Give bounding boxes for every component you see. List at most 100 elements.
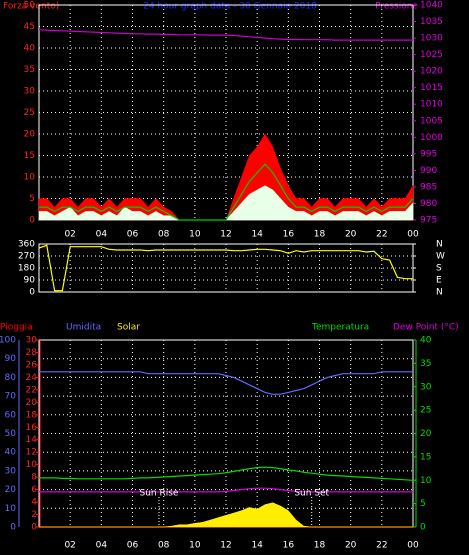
y2-tick-label: 1020	[420, 67, 443, 77]
y3-tick-label: 8	[31, 473, 37, 483]
y3-tick-label: 14	[26, 435, 38, 445]
y-tick-label: 30	[24, 87, 36, 97]
y2-tick-label: 1005	[420, 116, 443, 126]
y2-tick-label: N	[436, 288, 443, 298]
line	[39, 487, 413, 493]
x-tick-label: 12	[220, 541, 231, 551]
y-tick-label: 20	[5, 485, 17, 495]
y3-tick-label: 22	[26, 385, 37, 395]
y3-tick-label: 6	[31, 485, 37, 495]
area	[39, 502, 413, 528]
y-tick-label: 90	[24, 276, 36, 286]
y-tick-label: 15	[24, 151, 35, 161]
line	[38, 244, 413, 292]
y-axis-label: Forza vento)	[3, 2, 59, 12]
x-tick-label: 00	[407, 541, 419, 551]
y2-tick-label: W	[436, 252, 445, 262]
x-tick-label: 04	[96, 541, 108, 551]
y-tick-label: 5	[29, 194, 35, 204]
y-tick-label: 40	[24, 44, 36, 54]
y-tick-label: 10	[5, 504, 17, 514]
y-tick-label: 90	[5, 354, 17, 364]
y2-tick-label: 40	[420, 336, 432, 346]
y-tick-label: 100	[0, 336, 16, 346]
y3-tick-label: 12	[26, 448, 37, 458]
y2-tick-label: 985	[420, 182, 437, 192]
x-tick-label: 20	[345, 230, 357, 240]
x-tick-label: 14	[251, 230, 263, 240]
y3-tick-label: 16	[26, 423, 38, 433]
y-tick-label: 20	[24, 130, 36, 140]
y-tick-label: 35	[24, 65, 35, 75]
x-tick-label: 14	[251, 541, 263, 551]
y2-tick-label: 25	[420, 406, 431, 416]
line	[38, 29, 413, 41]
x-tick-label: 02	[64, 541, 75, 551]
y2-tick-label: 1040	[420, 1, 443, 11]
y2-tick-label: 1000	[420, 133, 443, 143]
y-tick-label: 70	[5, 392, 17, 402]
x-tick-label: 08	[158, 230, 170, 240]
y2-tick-label: 975	[420, 216, 437, 226]
y2-tick-label: 10	[420, 476, 432, 486]
y2-tick-label: E	[436, 276, 442, 286]
line	[39, 466, 414, 481]
x-tick-label: 02	[64, 230, 75, 240]
y3-tick-label: 30	[26, 336, 38, 346]
y2-tick-label: 30	[420, 382, 432, 392]
y3-tick-label: 24	[26, 373, 38, 383]
x-tick-label: 22	[376, 541, 387, 551]
y2-tick-label: 0	[420, 523, 426, 533]
y3-tick-label: 0	[31, 523, 37, 533]
y-tick-label: 80	[5, 373, 17, 383]
y2-axis-label: Pressione	[375, 2, 418, 12]
y-tick-label: 30	[5, 466, 17, 476]
x-tick-label: 22	[376, 230, 387, 240]
y2-tick-label: 1035	[420, 17, 443, 27]
y2-tick-label: N	[436, 240, 443, 250]
legend-entry: Umidita	[66, 323, 101, 333]
y2-tick-label: 1030	[420, 34, 443, 44]
y3-tick-label: 20	[26, 398, 38, 408]
y-tick-label: 270	[18, 252, 35, 262]
y-tick-label: 10	[24, 173, 36, 183]
y-tick-label: 50	[5, 429, 17, 439]
y-tick-label: 0	[10, 523, 16, 533]
area	[38, 185, 414, 221]
y-tick-label: 50	[24, 1, 36, 11]
y-tick-label: 0	[29, 288, 35, 298]
line	[39, 371, 413, 395]
area	[38, 133, 414, 221]
y-tick-label: 40	[5, 448, 17, 458]
y3-tick-label: 18	[26, 410, 38, 420]
x-tick-label: 06	[127, 541, 139, 551]
y2-tick-label: 980	[420, 199, 437, 209]
chart-title: 24 hour graph data - 30 Gennaio 2018	[143, 2, 317, 12]
x-tick-label: 08	[158, 541, 170, 551]
x-tick-label: 16	[283, 541, 295, 551]
legend-entry: Solar	[117, 323, 140, 333]
y2-tick-label: 35	[420, 359, 431, 369]
x-tick-label: 00	[407, 230, 419, 240]
y2-tick-label: S	[436, 264, 442, 274]
annotation: Sun Set	[294, 489, 329, 499]
x-tick-label: 06	[127, 230, 139, 240]
x-tick-label: 18	[314, 541, 326, 551]
x-tick-label: 18	[314, 230, 326, 240]
y2-tick-label: 1015	[420, 83, 443, 93]
line	[39, 163, 414, 221]
x-tick-label: 04	[96, 230, 108, 240]
y2-tick-label: 20	[420, 429, 432, 439]
x-tick-label: 16	[283, 230, 295, 240]
y-tick-label: 45	[24, 22, 35, 32]
legend-entry: Dew Point (°C)	[393, 323, 459, 333]
y3-tick-label: 4	[31, 498, 37, 508]
y2-tick-label: 5	[420, 499, 426, 509]
y-tick-label: 25	[24, 108, 35, 118]
y-tick-label: 60	[5, 410, 17, 420]
y-tick-label: 180	[18, 264, 35, 274]
y3-tick-label: 10	[26, 460, 38, 470]
y3-tick-label: 26	[26, 360, 38, 370]
